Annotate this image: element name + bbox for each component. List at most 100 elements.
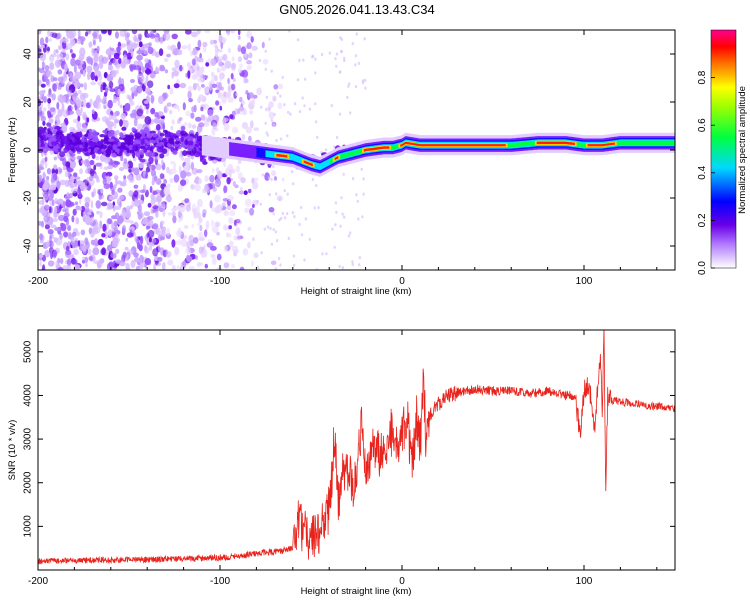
noise-blob bbox=[117, 187, 123, 193]
noise-blob bbox=[264, 67, 267, 71]
noise-blob bbox=[231, 204, 237, 210]
snr-series-line bbox=[38, 330, 675, 565]
ridge-hot-red bbox=[536, 141, 575, 146]
noise-blob bbox=[64, 170, 69, 178]
x-tick-label: -200 bbox=[28, 576, 48, 587]
noise-blob bbox=[272, 212, 275, 216]
noise-blob bbox=[223, 262, 230, 269]
noise-blob bbox=[338, 112, 342, 116]
noise-blob bbox=[325, 252, 328, 256]
noise-blob bbox=[128, 63, 135, 70]
noise-blob bbox=[216, 266, 223, 270]
ridge-blob bbox=[92, 139, 99, 143]
noise-blob bbox=[67, 89, 72, 97]
noise-blob bbox=[235, 165, 241, 173]
noise-blob bbox=[178, 152, 182, 159]
noise-blob bbox=[150, 118, 154, 125]
noise-blob bbox=[79, 206, 82, 212]
noise-blob bbox=[237, 56, 243, 63]
noise-blob bbox=[89, 98, 93, 107]
noise-blob bbox=[111, 69, 117, 78]
noise-blob bbox=[173, 83, 180, 89]
x-tick-label: 100 bbox=[576, 276, 593, 287]
noise-blob bbox=[130, 112, 137, 119]
noise-blob bbox=[124, 102, 131, 112]
noise-blob bbox=[272, 95, 277, 102]
noise-blob bbox=[241, 134, 246, 141]
ridge-blob bbox=[194, 143, 200, 148]
noise-blob bbox=[133, 117, 138, 127]
ridge-blob bbox=[131, 127, 136, 132]
noise-blob bbox=[187, 85, 193, 92]
x-tick-label: -200 bbox=[28, 276, 48, 287]
noise-blob bbox=[94, 75, 98, 82]
noise-blob bbox=[198, 217, 203, 224]
noise-blob bbox=[147, 215, 154, 221]
ridge-hot-red bbox=[363, 146, 390, 152]
noise-blob bbox=[158, 95, 164, 105]
noise-blob bbox=[324, 148, 328, 152]
noise-blob bbox=[128, 177, 135, 183]
noise-blob bbox=[200, 114, 206, 121]
noise-blob bbox=[151, 179, 155, 186]
noise-blob bbox=[147, 229, 155, 238]
ridge-blob bbox=[155, 143, 163, 147]
ridge-blob bbox=[120, 134, 126, 139]
noise-blob bbox=[48, 189, 54, 197]
noise-blob bbox=[218, 59, 223, 67]
noise-blob bbox=[190, 161, 194, 171]
y-tick-label: 2000 bbox=[23, 471, 34, 494]
noise-blob bbox=[89, 159, 95, 166]
noise-blob bbox=[363, 78, 367, 82]
noise-blob bbox=[77, 115, 81, 122]
noise-blob bbox=[216, 231, 220, 236]
noise-blob bbox=[38, 98, 42, 107]
ridge-blob bbox=[140, 138, 145, 145]
noise-blob bbox=[273, 112, 276, 116]
noise-blob bbox=[335, 135, 339, 140]
ridge-blob bbox=[43, 141, 47, 145]
noise-blob bbox=[47, 195, 53, 201]
noise-blob bbox=[272, 123, 276, 127]
noise-blob bbox=[231, 62, 236, 70]
noise-blob bbox=[182, 102, 186, 111]
noise-blob bbox=[159, 36, 164, 45]
noise-blob bbox=[87, 67, 92, 74]
noise-blob bbox=[358, 263, 361, 267]
ridge-blob bbox=[134, 140, 141, 145]
noise-blob bbox=[239, 63, 244, 69]
noise-blob bbox=[46, 122, 52, 127]
noise-blob bbox=[214, 221, 221, 227]
noise-blob bbox=[223, 224, 227, 231]
noise-blob bbox=[291, 211, 295, 215]
noise-blob bbox=[102, 177, 107, 186]
noise-blob bbox=[42, 172, 46, 180]
noise-blob bbox=[155, 32, 159, 37]
noise-blob bbox=[120, 112, 126, 120]
noise-blob bbox=[125, 237, 129, 242]
noise-blob bbox=[261, 173, 264, 177]
noise-blob bbox=[304, 217, 308, 221]
noise-blob bbox=[268, 111, 275, 120]
noise-blob bbox=[232, 181, 236, 187]
noise-blob bbox=[189, 239, 194, 247]
colorbar: 0.0 0.2 0.4 0.6 0.8 Normalized spectral ampl… bbox=[697, 29, 748, 275]
noise-blob bbox=[58, 214, 65, 222]
noise-blob bbox=[76, 121, 82, 130]
noise-blob bbox=[159, 207, 164, 212]
noise-blob bbox=[118, 57, 122, 64]
noise-blob bbox=[133, 60, 139, 66]
noise-blob bbox=[107, 229, 113, 237]
noise-blob bbox=[139, 235, 144, 245]
noise-blob bbox=[166, 195, 172, 203]
noise-blob bbox=[71, 241, 79, 249]
noise-blob bbox=[281, 75, 284, 79]
noise-blob bbox=[281, 177, 285, 182]
ridge-blob bbox=[162, 129, 168, 133]
noise-blob bbox=[152, 190, 158, 195]
y-tick-label: -40 bbox=[23, 238, 34, 253]
noise-blob bbox=[112, 58, 118, 66]
noise-blob bbox=[268, 107, 271, 111]
noise-blob bbox=[64, 63, 68, 73]
noise-blob bbox=[207, 239, 213, 244]
